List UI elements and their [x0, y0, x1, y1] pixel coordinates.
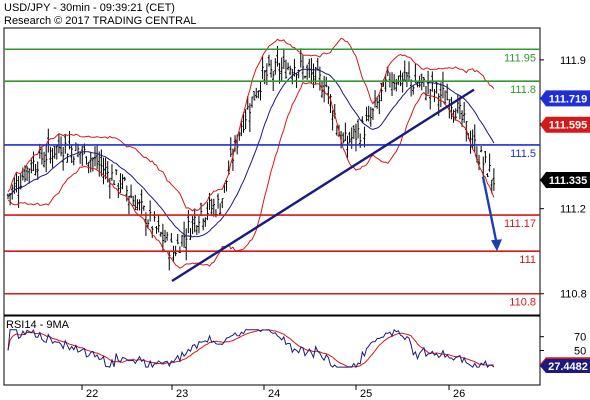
price-badge-111.335: 111.335	[540, 172, 590, 189]
price-badge-shape	[540, 90, 590, 107]
rsi-ma-line	[7, 329, 494, 368]
price-badge-111.595: 111.595	[540, 116, 590, 133]
moving-average-line	[7, 68, 495, 238]
y-tick-label: 111.2	[560, 204, 586, 216]
level-label-111.95: 111.95	[504, 52, 536, 64]
rsi-badge-27.4482: 27.4482	[540, 359, 590, 374]
x-tick-label: 23	[176, 388, 188, 400]
level-label-111.8: 111.8	[510, 84, 536, 96]
chart-title: USD/JPY - 30min - 09:39:21 (CET)	[4, 2, 175, 14]
forecast-arrow-line	[481, 176, 499, 246]
candles-group	[6, 46, 496, 271]
level-label-111.5: 111.5	[510, 148, 536, 160]
rsi-badge-text: 27.4482	[548, 361, 588, 373]
price-badge-text: 111.595	[549, 120, 588, 132]
price-badge-shape	[540, 172, 590, 189]
x-tick-label: 26	[453, 388, 465, 400]
forecast-arrow-head	[491, 239, 502, 252]
level-label-110.8: 110.8	[509, 297, 536, 309]
x-tick-label: 25	[360, 388, 372, 400]
x-tick-label: 22	[86, 388, 98, 400]
rsi-badge-shape	[540, 359, 590, 374]
price-badge-111.719: 111.719	[540, 90, 590, 107]
y-tick-label: 111.9	[560, 55, 586, 67]
support-trendline	[171, 88, 475, 282]
x-tick-label: 24	[268, 388, 280, 400]
level-label-111: 111	[519, 254, 536, 266]
level-label-111.17: 111.17	[504, 218, 536, 230]
y-tick-label: 110.8	[560, 289, 587, 301]
price-badge-text: 111.335	[549, 175, 588, 187]
rsi-title: RSI14 - 9MA	[6, 319, 70, 331]
bollinger-lower-line	[7, 81, 495, 269]
bollinger-upper-line	[7, 37, 495, 212]
rsi-y-tick-label: 50	[574, 346, 586, 358]
price-badge-shape	[540, 116, 590, 133]
rsi-line	[7, 328, 495, 369]
copyright-text: Research © 2017 TRADING CENTRAL	[4, 15, 197, 27]
rsi-y-tick-label: 70	[574, 332, 586, 344]
main-panel-frame	[3, 27, 541, 316]
price-badge-text: 111.719	[549, 93, 588, 105]
